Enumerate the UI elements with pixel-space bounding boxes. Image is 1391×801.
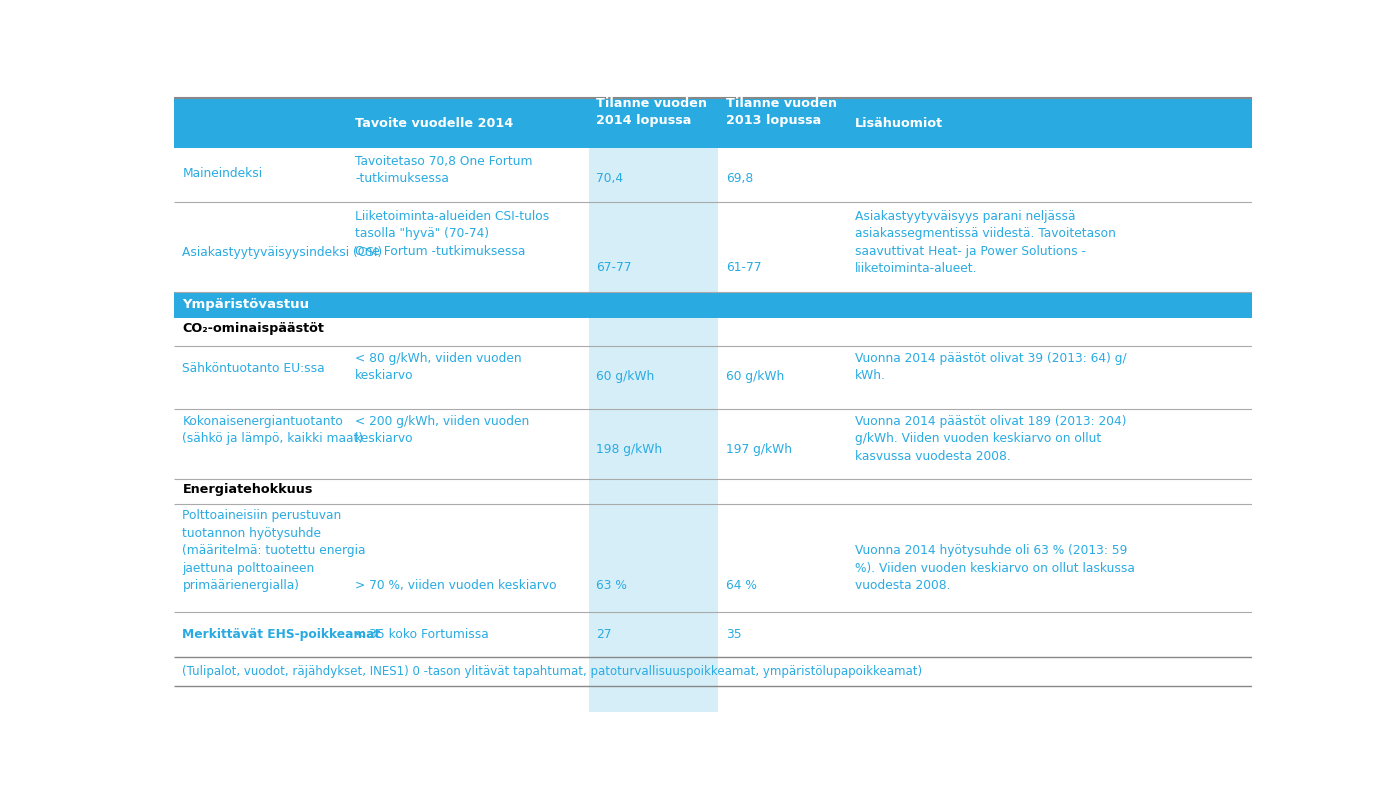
Text: Vuonna 2014 päästöt olivat 39 (2013: 64) g/
kWh.: Vuonna 2014 päästöt olivat 39 (2013: 64)…	[855, 352, 1127, 382]
Bar	[588, 98, 718, 712]
Text: Kokonaisenergiantuotanto
(sähkö ja lämpö, kaikki maat): Kokonaisenergiantuotanto (sähkö ja lämpö…	[182, 415, 363, 445]
Text: 61-77: 61-77	[726, 261, 761, 274]
Text: Vuonna 2014 hyötysuhde oli 63 % (2013: 59
%). Viiden vuoden keskiarvo on ollut l: Vuonna 2014 hyötysuhde oli 63 % (2013: 5…	[855, 545, 1135, 592]
Text: Lisähuomiot: Lisähuomiot	[855, 117, 943, 130]
Text: Ympäristövastuu: Ympäristövastuu	[182, 298, 310, 312]
Text: Tilanne vuoden
2013 lopussa: Tilanne vuoden 2013 lopussa	[726, 97, 837, 127]
Text: 70,4: 70,4	[597, 172, 623, 185]
Text: Energiatehokkuus: Energiatehokkuus	[182, 482, 313, 496]
Text: Asiakastyytyväisyysindeksi (CSI): Asiakastyytyväisyysindeksi (CSI)	[182, 246, 383, 259]
Text: Sähköntuotanto EU:ssa: Sähköntuotanto EU:ssa	[182, 361, 325, 375]
Text: Vuonna 2014 päästöt olivat 189 (2013: 204)
g/kWh. Viiden vuoden keskiarvo on oll: Vuonna 2014 päästöt olivat 189 (2013: 20…	[855, 415, 1127, 463]
Text: 27: 27	[597, 628, 612, 641]
Text: (Tulipalot, vuodot, räjähdykset, INES1) 0 -tason ylitävät tapahtumat, patoturval: (Tulipalot, vuodot, räjähdykset, INES1) …	[182, 665, 922, 678]
Bar	[174, 98, 1252, 148]
Text: 198 g/kWh: 198 g/kWh	[597, 443, 662, 456]
Text: Tilanne vuoden
2014 lopussa: Tilanne vuoden 2014 lopussa	[597, 97, 708, 127]
Text: < 80 g/kWh, viiden vuoden
keskiarvo: < 80 g/kWh, viiden vuoden keskiarvo	[355, 352, 522, 382]
Text: 64 %: 64 %	[726, 579, 757, 592]
Text: > 70 %, viiden vuoden keskiarvo: > 70 %, viiden vuoden keskiarvo	[355, 579, 556, 592]
Text: Asiakastyytyväisyys parani neljässä
asiakassegmentissä viidestä. Tavoitetason
sa: Asiakastyytyväisyys parani neljässä asia…	[855, 210, 1116, 276]
Text: < 35 koko Fortumissa: < 35 koko Fortumissa	[355, 628, 488, 641]
Bar	[174, 292, 1252, 318]
Text: 197 g/kWh: 197 g/kWh	[726, 443, 791, 456]
Text: 63 %: 63 %	[597, 579, 627, 592]
Text: Tavoite vuodelle 2014: Tavoite vuodelle 2014	[355, 117, 513, 130]
Text: Tavoitetaso 70,8 One Fortum
-tutkimuksessa: Tavoitetaso 70,8 One Fortum -tutkimukses…	[355, 155, 533, 185]
Text: 60 g/kWh: 60 g/kWh	[726, 370, 785, 383]
Text: CO₂-ominaispäästöt: CO₂-ominaispäästöt	[182, 321, 324, 335]
Text: 60 g/kWh: 60 g/kWh	[597, 370, 655, 383]
Text: Liiketoiminta-alueiden CSI-tulos
tasolla "hyvä" (70-74)
One Fortum -tutkimuksess: Liiketoiminta-alueiden CSI-tulos tasolla…	[355, 210, 549, 258]
Text: 67-77: 67-77	[597, 261, 632, 274]
Text: < 200 g/kWh, viiden vuoden
keskiarvo: < 200 g/kWh, viiden vuoden keskiarvo	[355, 415, 529, 445]
Text: Merkittävät EHS-poikkeamat: Merkittävät EHS-poikkeamat	[182, 628, 381, 641]
Text: Polttoaineisiin perustuvan
tuotannon hyötysuhde
(määritelmä: tuotettu energia
ja: Polttoaineisiin perustuvan tuotannon hyö…	[182, 509, 366, 592]
Text: 35: 35	[726, 628, 741, 641]
Text: Maineindeksi: Maineindeksi	[182, 167, 263, 180]
Text: 69,8: 69,8	[726, 172, 753, 185]
